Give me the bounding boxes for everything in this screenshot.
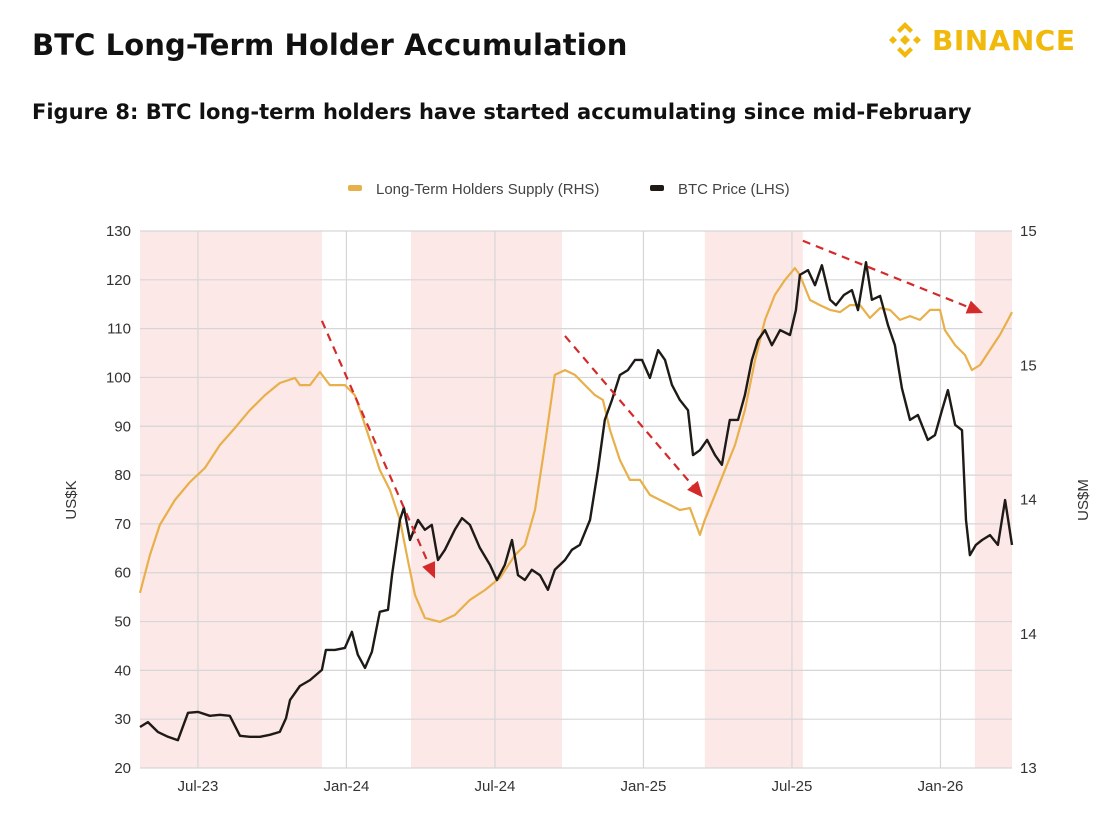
trend-arrows (320, 239, 984, 579)
series-line-price (139, 261, 1014, 742)
y-left-tick-label: 110 (107, 321, 131, 338)
y-left-tick-label: 90 (114, 418, 131, 435)
binance-diamond-icon (889, 22, 921, 58)
logo-text: BINANCE (932, 23, 1076, 57)
legend-label-supply: Long-Term Holders Supply (RHS) (376, 181, 599, 198)
x-tick-label: Jul-25 (772, 778, 813, 795)
y-left-tick-label: 100 (106, 369, 131, 386)
trend-arrow-line (802, 239, 969, 309)
y-left-tick-label: 50 (114, 614, 131, 631)
page-title: BTC Long-Term Holder Accumulation (32, 28, 628, 62)
legend: Long-Term Holders Supply (RHS) BTC Price… (348, 181, 790, 198)
x-tick-label: Jul-24 (475, 778, 516, 795)
y-left-tick-label: 120 (106, 272, 131, 289)
trend-arrow-line (564, 335, 694, 487)
shaded-period-1 (411, 231, 563, 768)
binance-logo: BINANCE (884, 20, 1075, 60)
x-tick-label: Jan-26 (918, 778, 964, 795)
y-right-tick-label: 14 (1020, 626, 1037, 643)
trend-arrow-head (687, 480, 703, 498)
y-left-tick-label: 40 (114, 662, 131, 679)
y-right-tick-label: 13 (1020, 760, 1037, 777)
y-right-tick-label: 14 (1020, 492, 1037, 509)
figure-subtitle: Figure 8: BTC long-term holders have sta… (32, 100, 972, 124)
trend-arrow-head (422, 561, 436, 579)
legend-label-price: BTC Price (LHS) (678, 181, 790, 198)
x-tick-label: Jan-25 (621, 778, 667, 795)
y-left-tick-label: 70 (114, 516, 131, 533)
legend-swatch-price (650, 185, 664, 191)
y-left-tick-label: 130 (106, 223, 131, 240)
y-right-tick-label: 15 (1020, 357, 1037, 374)
x-tick-label: Jan-24 (323, 778, 369, 795)
shaded-periods (140, 231, 1012, 768)
shaded-period-0 (140, 231, 322, 768)
axes: US$K US$M 20 30 40 50 60 70 80 90 100 110 120 130 13… (63, 223, 1092, 795)
y-left-tick-label: 60 (114, 565, 131, 582)
y-right-tick-label: 15 (1020, 223, 1037, 240)
series-lines (138, 261, 1014, 742)
series-line-supply (138, 267, 1013, 623)
y-right-axis-label: US$M (1075, 479, 1092, 521)
trend-arrow-line (320, 320, 430, 565)
shaded-period-2 (704, 231, 803, 768)
trend-arrow-head (965, 300, 984, 314)
y-left-tick-label: 80 (114, 467, 131, 484)
y-left-tick-label: 20 (114, 760, 131, 777)
x-tick-label: Jul-23 (177, 778, 218, 795)
y-left-tick-label: 30 (114, 711, 131, 728)
y-left-axis-label: US$K (63, 480, 80, 519)
legend-swatch-supply (348, 185, 362, 191)
